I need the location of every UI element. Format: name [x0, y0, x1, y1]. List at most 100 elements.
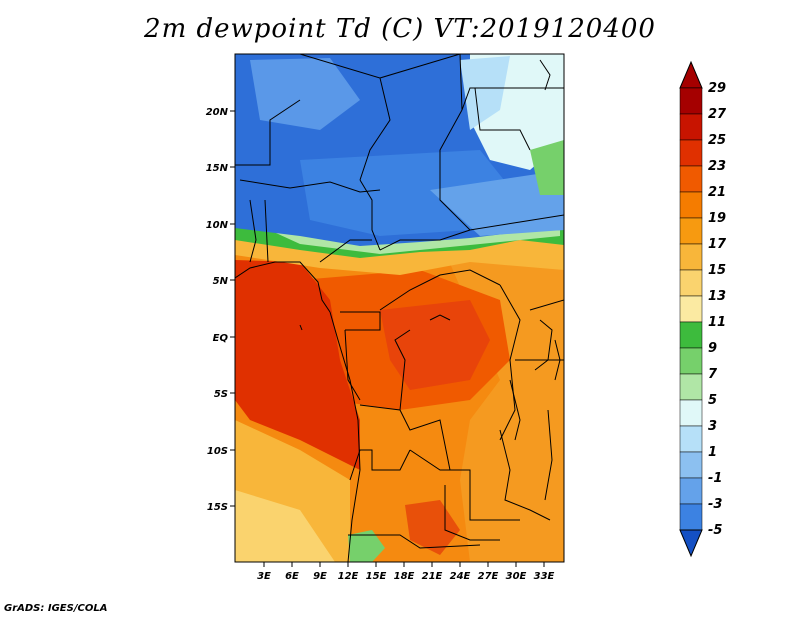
- colorbar-cell: [679, 165, 703, 193]
- colorbar-cell: [679, 321, 703, 349]
- border-east-coast: [554, 339, 561, 381]
- border-namibia: [349, 449, 411, 481]
- colorbar-cell: [679, 87, 703, 115]
- border-egypt-sudan: [459, 54, 564, 111]
- lon-label-24e: 24E: [450, 571, 471, 582]
- colorbar-label: 13: [708, 289, 726, 304]
- island-bioko: [299, 324, 303, 331]
- border-malawi: [544, 409, 553, 501]
- field-ne-green: [530, 140, 564, 195]
- field-south-green: [348, 530, 385, 562]
- border-mali: [235, 99, 301, 166]
- colorbar-label: 7: [708, 367, 718, 382]
- lon-label-12e: 12E: [338, 571, 359, 582]
- field-southwest-light: [235, 490, 335, 562]
- lon-axis: 3E 6E 9E 12E 15E 18E 21E 24E 27E 30E 33E: [257, 562, 555, 582]
- lat-label-5n: 5N: [213, 276, 229, 287]
- colorbar-label: 5: [708, 393, 717, 408]
- colorbar-cell: [679, 191, 703, 219]
- colorbar-bottom-arrow: [679, 529, 703, 558]
- colorbar-label: 11: [708, 315, 726, 330]
- colorbar-label: 29: [708, 81, 726, 96]
- lat-label-20n: 20N: [206, 107, 229, 118]
- grads-credit: GrADS: IGES/COLA: [4, 603, 108, 614]
- border-libya: [379, 54, 461, 79]
- border-drc-west: [394, 329, 411, 411]
- country-borders: [235, 54, 564, 562]
- lat-label-15n: 15N: [206, 163, 229, 174]
- border-algeria-niger: [299, 54, 391, 181]
- colorbar-label: -3: [708, 497, 722, 512]
- colorbar-cell: [679, 139, 703, 167]
- colorbar: 29 27 25 23 21 19 17 15 13 11 9 7 5 3 1 …: [679, 60, 727, 558]
- border-chad-sudan: [439, 109, 564, 231]
- border-car: [379, 229, 471, 251]
- border-gabon: [340, 311, 381, 331]
- map-title: 2m dewpoint Td (C) VT:2019120400: [144, 14, 656, 44]
- lon-label-27e: 27E: [478, 571, 499, 582]
- border-chad-west: [359, 179, 381, 251]
- colorbar-cell: [679, 477, 703, 505]
- field-northeast-blue: [460, 56, 510, 130]
- lat-label-eq: EQ: [213, 333, 229, 344]
- colorbar-cell: [679, 451, 703, 479]
- border-drc-north: [379, 269, 501, 311]
- border-south: [348, 534, 481, 549]
- colorbar-label: 19: [708, 211, 726, 226]
- field-sahel-blue: [430, 170, 564, 236]
- border-zambia: [409, 449, 520, 521]
- field-west-coast: [235, 260, 360, 470]
- colorbar-label: 9: [708, 341, 717, 356]
- border-sinai: [539, 59, 551, 91]
- coastline-west: [329, 311, 361, 562]
- colorbar-label: 21: [708, 185, 726, 200]
- lon-label-6e: 6E: [285, 571, 299, 582]
- border-lake-victoria: [534, 319, 553, 371]
- lat-label-5s: 5S: [214, 389, 228, 400]
- lon-label-30e: 30E: [506, 571, 527, 582]
- colorbar-label: 15: [708, 263, 726, 278]
- colorbar-label: 3: [708, 419, 717, 434]
- lon-label-18e: 18E: [394, 571, 415, 582]
- colorbar-cell: [679, 373, 703, 401]
- border-congo: [344, 329, 361, 401]
- coastline-gulf-guinea: [235, 261, 331, 313]
- border-lake-tanganyika: [509, 379, 521, 441]
- lon-label-3e: 3E: [257, 571, 271, 582]
- field-east-orange: [440, 240, 564, 562]
- colorbar-top-arrow: [679, 60, 703, 89]
- border-lake: [429, 314, 451, 321]
- border-drc-east: [499, 284, 521, 441]
- colorbar-cell: [679, 113, 703, 141]
- colorbar-label: 25: [708, 133, 726, 148]
- lat-label-10s: 10S: [207, 446, 228, 457]
- lon-label-9e: 9E: [313, 571, 327, 582]
- border-benin: [249, 199, 257, 263]
- colorbar-label: 23: [708, 159, 726, 174]
- colorbar-cell: [679, 399, 703, 427]
- lon-label-33e: 33E: [534, 571, 555, 582]
- field-nw-light: [250, 58, 360, 130]
- colorbar-cell: [679, 347, 703, 375]
- border-botswana: [444, 485, 500, 541]
- map-frame: [234, 53, 565, 563]
- lat-label-15s: 15S: [207, 502, 228, 513]
- colorbar-label: 1: [708, 445, 717, 460]
- border-nigeria-west: [264, 199, 269, 263]
- colorbar-cell: [679, 269, 703, 297]
- field-south-dark: [405, 500, 460, 555]
- colorbar-label: -1: [708, 471, 722, 486]
- field-central-red: [380, 300, 490, 390]
- lat-label-10n: 10N: [206, 220, 229, 231]
- border-uganda: [529, 299, 564, 311]
- colorbar-label: 17: [708, 237, 727, 252]
- border-red-sea: [474, 87, 531, 151]
- lon-label-15e: 15E: [366, 571, 387, 582]
- dewpoint-field: [235, 54, 564, 562]
- lat-axis: 20N 15N 10N 5N EQ 5S 10S 15S: [206, 107, 235, 513]
- colorbar-cell: [679, 243, 703, 271]
- border-mozambique: [499, 429, 551, 521]
- colorbar-cell: [679, 295, 703, 323]
- colorbar-cell: [679, 217, 703, 245]
